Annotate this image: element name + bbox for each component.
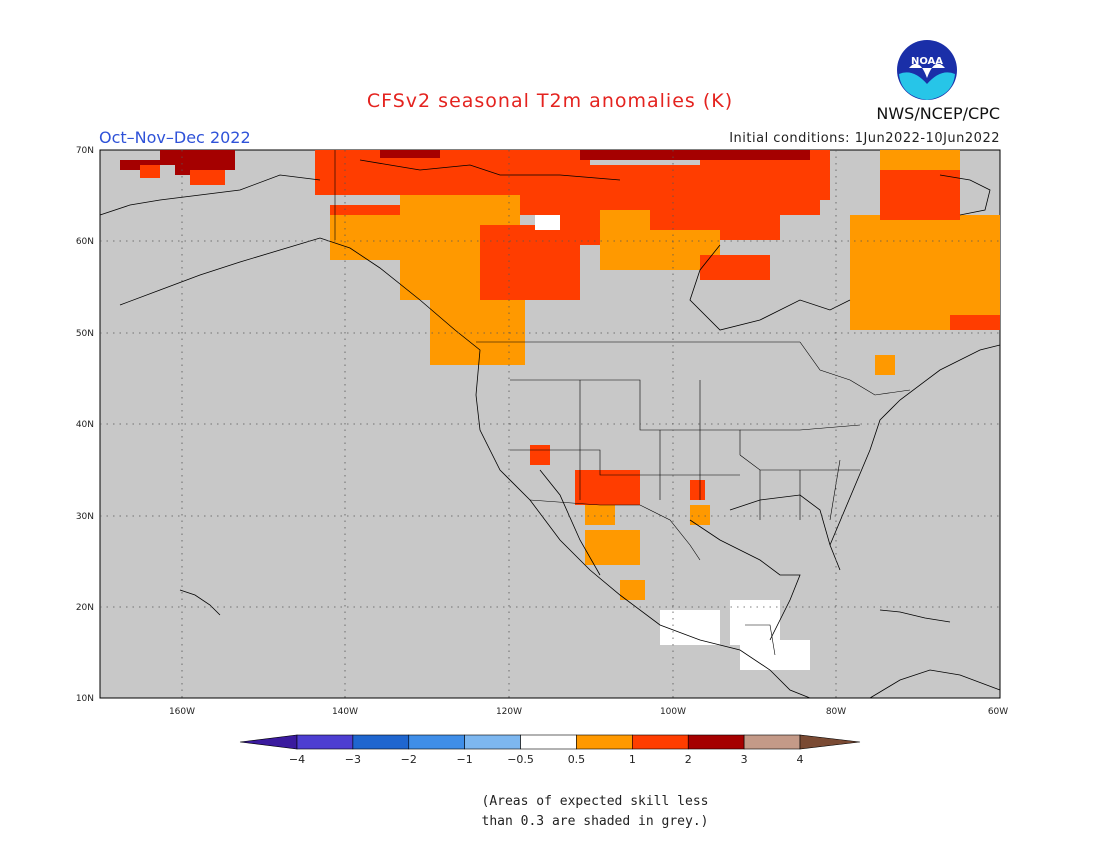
lon-axis: 160W 140W 120W 100W 80W 60W <box>169 707 1008 717</box>
region-mexico-orange <box>585 530 640 565</box>
lon-label: 80W <box>826 707 846 717</box>
region-alaska-orange <box>140 165 160 178</box>
initial-conditions: Initial conditions: 1Jun2022-10Jun2022 <box>729 131 1000 146</box>
legend-tick-label: 3 <box>741 753 748 766</box>
legend-swatch <box>743 734 801 750</box>
coastlines <box>99 159 1001 699</box>
legend-tick-label: 1 <box>629 753 636 766</box>
legend-swatch <box>239 734 298 750</box>
legend-tick-label: −4 <box>289 753 305 766</box>
region-mexico-orange <box>690 505 710 525</box>
lon-label: 60W <box>988 707 1008 717</box>
legend-swatch <box>352 734 410 750</box>
legend-tick-label: −3 <box>345 753 361 766</box>
legend-swatch <box>687 734 745 750</box>
legend-swatch <box>408 734 465 750</box>
lat-label: 30N <box>76 512 94 522</box>
region-mexico-orange <box>875 355 895 375</box>
noaa-logo: NOAA <box>897 40 957 100</box>
lon-label: 140W <box>332 707 358 717</box>
region-alaska-orange <box>190 170 225 185</box>
political-borders <box>334 150 911 656</box>
anomaly-regions <box>120 150 1000 670</box>
lat-label: 60N <box>76 237 94 247</box>
region-quebec-red <box>880 170 960 220</box>
legend-tick-label: 4 <box>797 753 804 766</box>
region-hudson-red <box>700 255 770 280</box>
region-canada-red-north <box>780 185 820 215</box>
legend-tick-label: 0.5 <box>568 753 586 766</box>
region-southwest-red <box>575 470 640 505</box>
gridlines <box>100 150 1000 698</box>
lon-label: 160W <box>169 707 195 717</box>
region-central-america-white <box>660 610 720 645</box>
legend-swatch <box>520 734 577 750</box>
region-north-alaska-dark <box>200 160 235 170</box>
lat-axis: 70N 60N 50N 40N 30N 20N 10N <box>76 146 94 704</box>
region-mexico-orange <box>585 505 615 525</box>
region-canada-red-central <box>530 250 560 290</box>
skill-footnote: (Areas of expected skill less than 0.3 a… <box>481 794 709 829</box>
legend-tick-label: −2 <box>401 753 417 766</box>
region-arctic-dark <box>380 150 440 158</box>
legend-swatch <box>296 734 354 750</box>
legend-tick-label: 2 <box>685 753 692 766</box>
region-central-america-white <box>535 215 560 230</box>
lat-label: 10N <box>76 694 94 704</box>
region-quebec-red <box>950 315 1000 330</box>
region-quebec-orange <box>850 215 1000 330</box>
legend-tick-label: −0.5 <box>507 753 534 766</box>
lat-label: 50N <box>76 329 94 339</box>
lon-label: 120W <box>496 707 522 717</box>
chart-title: CFSv2 seasonal T2m anomalies (K) <box>366 90 734 112</box>
legend-swatch <box>632 734 689 750</box>
region-north-alaska-dark <box>175 165 200 175</box>
legend-tick-label: −1 <box>457 753 473 766</box>
lon-label: 100W <box>660 707 686 717</box>
lat-label: 70N <box>76 146 94 156</box>
region-southwest-red <box>690 480 705 500</box>
forecast-period: Oct–Nov–Dec 2022 <box>99 128 251 147</box>
legend-swatch <box>576 734 633 750</box>
lat-label: 40N <box>76 420 94 430</box>
region-mexico-orange <box>620 580 645 600</box>
svg-text:NOAA: NOAA <box>911 56 943 67</box>
agency-label: NWS/NCEP/CPC <box>876 104 1000 123</box>
legend-swatch <box>799 734 861 750</box>
legend-swatch <box>464 734 521 750</box>
region-arctic-dark <box>580 150 810 160</box>
lat-label: 20N <box>76 603 94 613</box>
